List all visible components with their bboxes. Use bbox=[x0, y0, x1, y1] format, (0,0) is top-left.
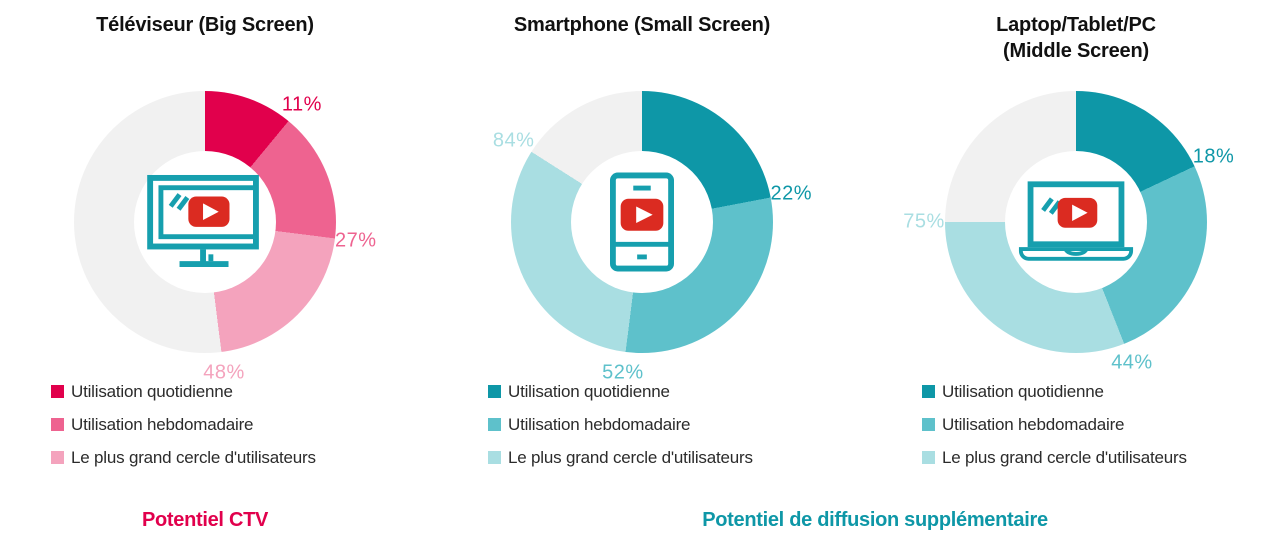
legend-item: Utilisation quotidienne bbox=[488, 382, 753, 401]
legend-swatch bbox=[488, 418, 501, 431]
caption-potentiel-diffusion: Potentiel de diffusion supplémentaire bbox=[702, 509, 1048, 531]
pct-label: 11% bbox=[281, 93, 322, 116]
chart-group-tv: Téléviseur (Big Screen) bbox=[15, 0, 395, 550]
legend-swatch bbox=[922, 418, 935, 431]
legend-item: Utilisation hebdomadaire bbox=[51, 415, 316, 434]
donut-smartphone: 22% 52% 84% bbox=[493, 91, 812, 383]
legend-swatch bbox=[922, 385, 935, 398]
legend-swatch bbox=[488, 451, 501, 464]
donut-hole bbox=[571, 151, 713, 293]
tv-youtube-icon bbox=[146, 174, 264, 270]
legend-label: Utilisation quotidienne bbox=[508, 381, 670, 401]
donut-laptop: 18% 44% 75% bbox=[903, 91, 1234, 374]
pct-label: 18% bbox=[1192, 145, 1235, 168]
legend-smartphone: Utilisation quotidienne Utilisation hebdo… bbox=[488, 382, 753, 481]
legend-item: Le plus grand cercle d'utilisateurs bbox=[488, 448, 753, 467]
legend-label: Le plus grand cercle d'utilisateurs bbox=[71, 447, 316, 467]
legend-laptop: Utilisation quotidienne Utilisation hebdo… bbox=[922, 382, 1187, 481]
legend-item: Utilisation quotidienne bbox=[51, 382, 316, 401]
donut-hole bbox=[1005, 151, 1147, 293]
donut-hole bbox=[134, 151, 276, 293]
chart-title-laptop: Laptop/Tablet/PC (Middle Screen) bbox=[996, 14, 1156, 62]
chart-group-laptop: Laptop/Tablet/PC (Middle Screen) 18% 44% bbox=[886, 0, 1266, 550]
legend-swatch bbox=[51, 418, 64, 431]
pct-label: 52% bbox=[602, 361, 644, 384]
caption-potentiel-ctv: Potentiel CTV bbox=[141, 509, 269, 531]
chart-group-smartphone: Smartphone (Small Screen) 22% 52% 84% Util… bbox=[452, 0, 832, 550]
pct-label: 27% bbox=[335, 229, 377, 252]
legend-item: Le plus grand cercle d'utilisateurs bbox=[51, 448, 316, 467]
legend-label: Utilisation hebdomadaire bbox=[942, 414, 1125, 434]
pct-label: 44% bbox=[1111, 351, 1153, 374]
legend-label: Utilisation quotidienne bbox=[942, 381, 1104, 401]
legend-swatch bbox=[51, 385, 64, 398]
legend-item: Utilisation hebdomadaire bbox=[922, 415, 1187, 434]
pct-label: 48% bbox=[203, 361, 245, 384]
pct-label: 75% bbox=[903, 210, 945, 233]
laptop-youtube-icon bbox=[1017, 181, 1135, 263]
chart-title-smartphone: Smartphone (Small Screen) bbox=[513, 14, 771, 36]
legend-item: Utilisation hebdomadaire bbox=[488, 415, 753, 434]
pct-label: 84% bbox=[492, 129, 535, 152]
legend-swatch bbox=[488, 385, 501, 398]
legend-label: Utilisation hebdomadaire bbox=[508, 414, 691, 434]
legend-label: Utilisation hebdomadaire bbox=[71, 414, 254, 434]
legend-swatch bbox=[922, 451, 935, 464]
chart-title-tv: Téléviseur (Big Screen) bbox=[96, 14, 314, 36]
legend-swatch bbox=[51, 451, 64, 464]
legend-tv: Utilisation quotidienne Utilisation hebdo… bbox=[51, 382, 316, 481]
legend-item: Utilisation quotidienne bbox=[922, 382, 1187, 401]
legend-item: Le plus grand cercle d'utilisateurs bbox=[922, 448, 1187, 467]
legend-label: Le plus grand cercle d'utilisateurs bbox=[508, 447, 753, 467]
donut-tv: 11% 27% 48% bbox=[74, 91, 376, 383]
legend-label: Le plus grand cercle d'utilisateurs bbox=[942, 447, 1187, 467]
pct-label: 22% bbox=[770, 182, 813, 205]
legend-label: Utilisation quotidienne bbox=[71, 381, 233, 401]
smartphone-youtube-icon bbox=[610, 172, 674, 272]
